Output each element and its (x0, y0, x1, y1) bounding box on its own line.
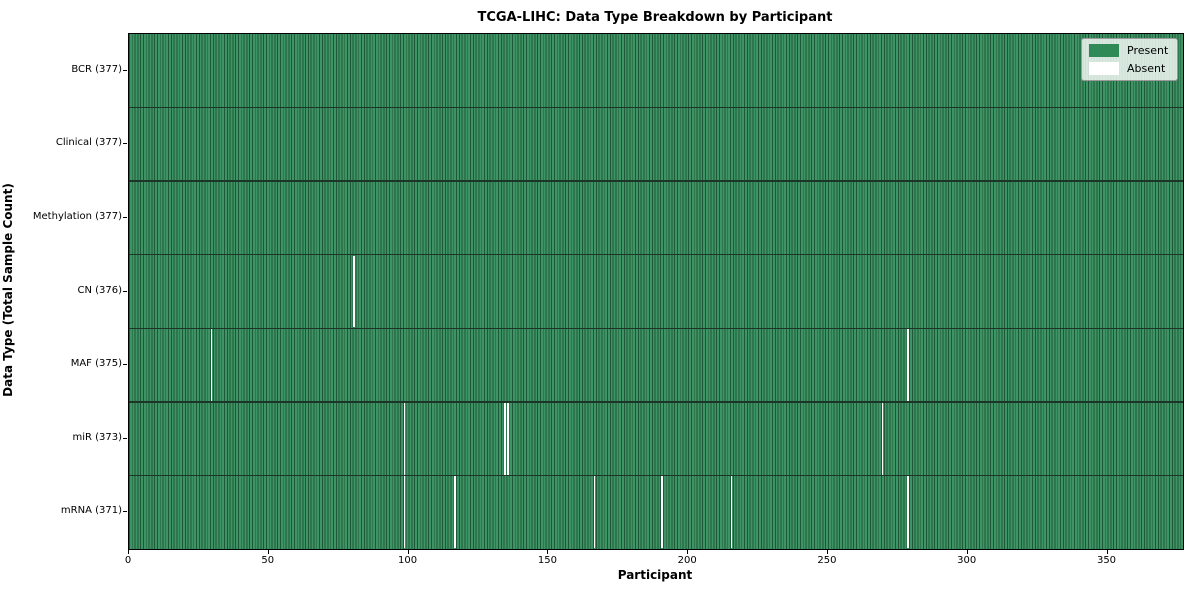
x-axis-tick (128, 550, 129, 554)
x-axis-tick (267, 550, 269, 554)
y-tick-label-BCR: BCR (377) (71, 63, 122, 75)
absent-cell-MAF-278 (906, 329, 909, 402)
absent-cell-mRNA-278 (906, 476, 909, 549)
absent-cell-mRNA-190 (660, 476, 663, 549)
y-axis-tick (123, 290, 127, 292)
absent-cell-mRNA-166 (593, 476, 596, 549)
x-tick-label-50: 50 (261, 555, 275, 566)
y-tick-label-mRNA: mRNA (371) (60, 505, 122, 517)
x-tick-label-300: 300 (957, 555, 977, 566)
x-tick-label-100: 100 (398, 555, 418, 566)
x-axis-tick (687, 550, 689, 554)
row-separator (129, 180, 1183, 182)
y-axis-tick (123, 143, 127, 145)
absent-cell-mRNA-116 (453, 476, 456, 549)
y-axis-tick (123, 69, 127, 71)
row-separator (129, 401, 1183, 403)
absent-cell-MAF-29 (210, 329, 213, 402)
absent-cell-mRNA-215 (730, 476, 733, 549)
x-tick-label-150: 150 (537, 555, 557, 566)
absent-cell-CN-80 (353, 255, 356, 328)
x-axis-tick (966, 550, 968, 554)
y-tick-label-CN: CN (376) (77, 284, 122, 296)
y-tick-label-miR: miR (373) (72, 431, 122, 443)
row-separator (129, 106, 1183, 109)
y-tick-label-Clinical: Clinical (377) (55, 137, 122, 149)
legend: Present Absent (1081, 38, 1179, 81)
absent-cell-miR-269 (881, 402, 884, 475)
x-axis-tick (1106, 550, 1108, 554)
row-separator (129, 254, 1183, 256)
chart-title: TCGA-LIHC: Data Type Breakdown by Partic… (477, 10, 833, 25)
y-axis-tick (123, 364, 127, 366)
x-axis-tick (547, 550, 549, 554)
y-tick-label-Methylation: Methylation (377) (32, 210, 122, 222)
y-axis-tick (123, 216, 127, 218)
legend-item-present: Present (1089, 44, 1168, 57)
absent-cell-mRNA-98 (403, 476, 406, 549)
x-tick-label-250: 250 (817, 555, 837, 566)
y-axis-tick (123, 437, 127, 439)
y-axis-tick (123, 511, 127, 513)
legend-swatch-absent (1089, 62, 1119, 75)
legend-item-absent: Absent (1089, 62, 1168, 75)
x-tick-label-200: 200 (677, 555, 697, 566)
y-tick-label-MAF: MAF (375) (70, 358, 122, 370)
absent-cell-miR-98 (403, 402, 406, 475)
x-tick-label-350: 350 (1096, 555, 1117, 566)
legend-label: Absent (1127, 62, 1166, 75)
row-separator (129, 474, 1183, 477)
x-axis-tick (407, 550, 409, 554)
legend-swatch-present (1089, 44, 1119, 57)
absent-cell-miR-135 (507, 402, 509, 475)
x-axis-label: Participant (617, 568, 693, 582)
row-separator (129, 327, 1183, 329)
x-tick-label-0: 0 (124, 555, 132, 566)
legend-label: Present (1127, 44, 1169, 57)
plot-area (128, 33, 1184, 550)
absent-cell-miR-134 (504, 402, 507, 475)
x-axis-tick (826, 550, 828, 554)
